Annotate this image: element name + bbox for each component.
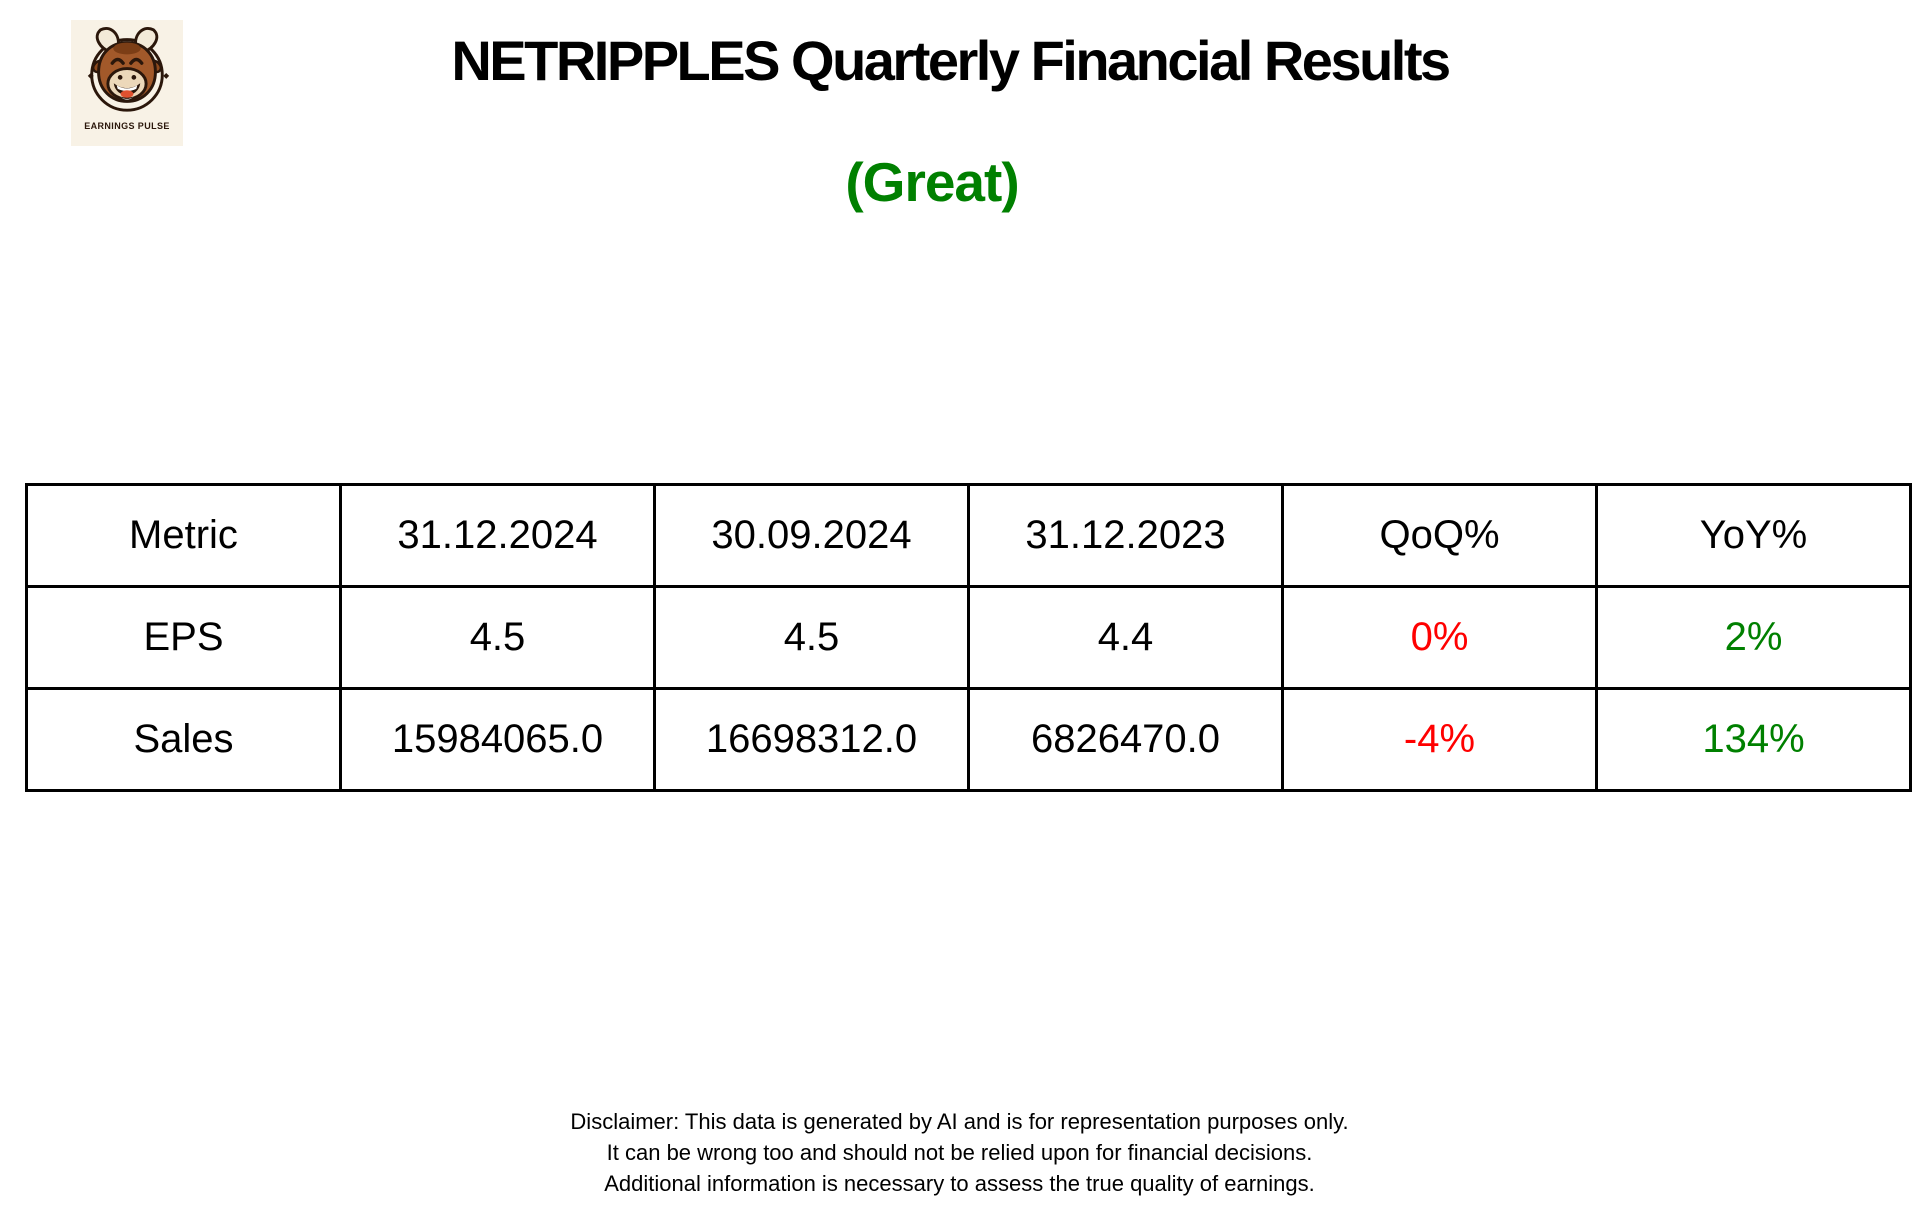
- col-header-qoq: QoQ%: [1281, 483, 1598, 588]
- col-header-q-current: 31.12.2024: [339, 483, 656, 588]
- earnings-pulse-logo: EARNINGS PULSE: [71, 20, 183, 146]
- cell-value: 4.5: [339, 585, 656, 690]
- cell-yoy-percent: 2%: [1595, 585, 1912, 690]
- cell-metric-name: EPS: [25, 585, 342, 690]
- col-header-yoy: YoY%: [1595, 483, 1912, 588]
- cell-value: 6826470.0: [967, 687, 1284, 792]
- cell-yoy-percent: 134%: [1595, 687, 1912, 792]
- cell-value: 15984065.0: [339, 687, 656, 792]
- col-header-metric: Metric: [25, 483, 342, 588]
- laughing-bull-icon: [87, 27, 170, 112]
- table-row-eps: EPS 4.5 4.5 4.4 0% 2%: [25, 585, 1912, 690]
- col-header-q-yearago: 31.12.2023: [967, 483, 1284, 588]
- col-header-q-previous: 30.09.2024: [653, 483, 970, 588]
- cell-value: 4.5: [653, 585, 970, 690]
- disclaimer-line: Disclaimer: This data is generated by AI…: [570, 1109, 1349, 1134]
- table-header-row: Metric 31.12.2024 30.09.2024 31.12.2023 …: [25, 483, 1912, 588]
- verdict-subtitle: (Great): [845, 151, 1019, 213]
- disclaimer: Disclaimer: This data is generated by AI…: [0, 1106, 1919, 1199]
- cell-qoq-percent: 0%: [1281, 585, 1598, 690]
- logo-brand-text: EARNINGS PULSE: [84, 121, 170, 131]
- cell-qoq-percent: -4%: [1281, 687, 1598, 792]
- cell-value: 16698312.0: [653, 687, 970, 792]
- page-title: NETRIPPLES Quarterly Financial Results: [451, 29, 1451, 92]
- financial-results-table: Metric 31.12.2024 30.09.2024 31.12.2023 …: [25, 483, 1912, 792]
- disclaimer-line: Additional information is necessary to a…: [604, 1171, 1315, 1196]
- cell-value: 4.4: [967, 585, 1284, 690]
- table-row-sales: Sales 15984065.0 16698312.0 6826470.0 -4…: [25, 687, 1912, 792]
- disclaimer-line: It can be wrong too and should not be re…: [606, 1140, 1313, 1165]
- cell-metric-name: Sales: [25, 687, 342, 792]
